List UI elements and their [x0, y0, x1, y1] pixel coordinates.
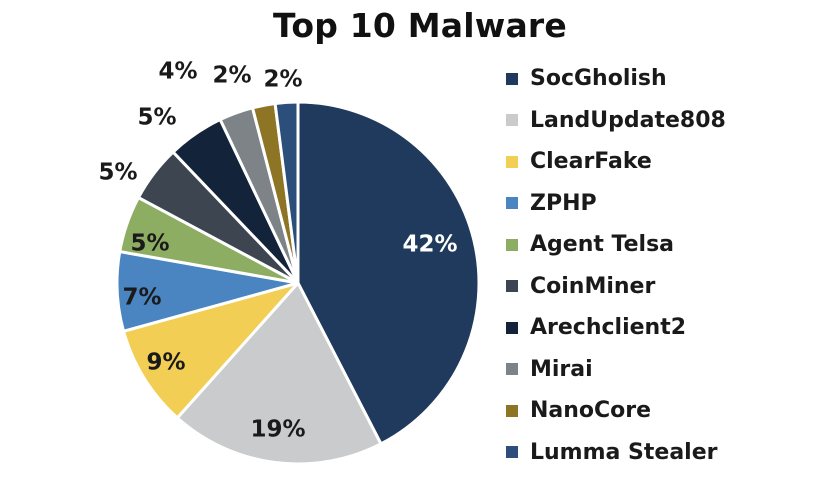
- legend-label: NanoCore: [530, 398, 652, 424]
- data-label-coinminer: 5%: [98, 160, 137, 186]
- legend-swatch: [506, 321, 518, 334]
- chart-legend: SocGholish LandUpdate808 ClearFake ZPHP Agen…: [506, 58, 726, 473]
- pie-slices: [115, 100, 481, 466]
- legend-label: ClearFake: [530, 149, 652, 175]
- legend-swatch: [506, 197, 518, 210]
- legend-label: ZPHP: [530, 190, 597, 216]
- pie-slice-socgholish: [296, 100, 481, 446]
- legend-label: Arechclient2: [530, 315, 687, 341]
- pie-slice-landupdate808: [175, 281, 383, 466]
- data-label-socgholish: 42%: [402, 232, 457, 258]
- pie-slice-clearfake: [122, 281, 300, 420]
- legend-swatch: [506, 446, 518, 459]
- legend-label: LandUpdate808: [530, 107, 726, 133]
- legend-swatch: [506, 155, 518, 168]
- legend-swatch: [506, 363, 518, 376]
- legend-item: Arechclient2: [506, 307, 726, 349]
- legend-item: ClearFake: [506, 141, 726, 183]
- legend-item: NanoCore: [506, 390, 726, 432]
- chart-title: Top 10 Malware: [273, 6, 567, 45]
- legend-item: ZPHP: [506, 183, 726, 225]
- legend-swatch: [506, 238, 518, 251]
- legend-item: CoinMiner: [506, 266, 726, 308]
- data-label-arechclient2: 5%: [137, 105, 176, 131]
- data-label-agent-telsa: 5%: [130, 231, 169, 257]
- pie-labels: 42% 19% 9% 7% 5% 5% 5% 2% 2% 4%: [98, 59, 457, 443]
- legend-label: Mirai: [530, 356, 593, 382]
- legend-item: SocGholish: [506, 58, 726, 100]
- data-label-extra: 4%: [158, 59, 197, 85]
- data-label-lumma-stealer: 2%: [263, 67, 302, 93]
- pie-slice-lumma-stealer: [273, 100, 300, 285]
- data-label-clearfake: 9%: [146, 350, 185, 376]
- legend-label: Lumma Stealer: [530, 439, 718, 465]
- legend-label: CoinMiner: [530, 273, 656, 299]
- legend-swatch: [506, 114, 518, 127]
- legend-swatch: [506, 404, 518, 417]
- legend-swatch: [506, 72, 518, 85]
- legend-swatch: [506, 280, 518, 293]
- legend-item: Agent Telsa: [506, 224, 726, 266]
- legend-item: Mirai: [506, 349, 726, 391]
- legend-item: Lumma Stealer: [506, 432, 726, 474]
- data-label-nanocore: 2%: [212, 63, 251, 89]
- legend-label: Agent Telsa: [530, 232, 675, 258]
- pie-chart: 42% 19% 9% 7% 5% 5% 5% 2% 2% 4%: [98, 59, 481, 466]
- legend-item: LandUpdate808: [506, 100, 726, 142]
- data-label-zphp: 7%: [122, 285, 161, 311]
- data-label-landupdate808: 19%: [250, 417, 305, 443]
- legend-label: SocGholish: [530, 66, 667, 92]
